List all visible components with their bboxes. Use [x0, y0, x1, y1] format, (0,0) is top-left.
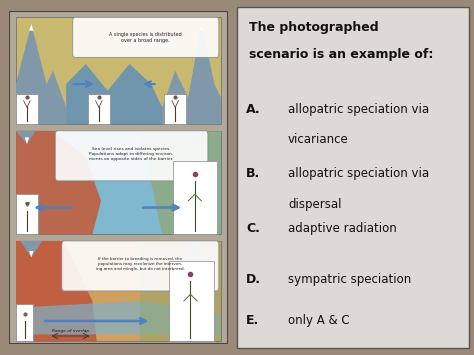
- Polygon shape: [25, 137, 29, 144]
- FancyBboxPatch shape: [16, 194, 38, 234]
- Text: Range of overlap: Range of overlap: [52, 329, 89, 333]
- Polygon shape: [184, 241, 206, 258]
- Polygon shape: [199, 24, 203, 31]
- Text: D.: D.: [246, 273, 261, 286]
- Text: A.: A.: [246, 103, 261, 115]
- Polygon shape: [140, 131, 221, 234]
- FancyBboxPatch shape: [16, 304, 34, 341]
- Text: allopatric speciation via: allopatric speciation via: [288, 167, 429, 180]
- Text: The photographed: The photographed: [248, 21, 378, 34]
- FancyBboxPatch shape: [16, 94, 38, 124]
- Polygon shape: [20, 241, 42, 258]
- Text: A single species is distributed
over a broad range.: A single species is distributed over a b…: [109, 32, 182, 43]
- Text: adaptive radiation: adaptive radiation: [288, 222, 397, 235]
- FancyBboxPatch shape: [169, 261, 214, 341]
- Polygon shape: [66, 64, 162, 124]
- Text: only A & C: only A & C: [288, 314, 350, 327]
- Text: sympatric speciation: sympatric speciation: [288, 273, 411, 286]
- Text: dispersal: dispersal: [288, 198, 342, 211]
- FancyBboxPatch shape: [173, 161, 217, 234]
- Text: vicariance: vicariance: [288, 133, 349, 146]
- FancyBboxPatch shape: [16, 131, 221, 234]
- FancyBboxPatch shape: [164, 94, 186, 124]
- Polygon shape: [16, 301, 221, 334]
- Polygon shape: [16, 131, 101, 234]
- FancyBboxPatch shape: [16, 17, 221, 124]
- Polygon shape: [162, 24, 221, 124]
- Polygon shape: [140, 241, 221, 341]
- FancyBboxPatch shape: [62, 241, 219, 291]
- Polygon shape: [188, 131, 206, 147]
- Text: allopatric speciation via: allopatric speciation via: [288, 103, 429, 115]
- Polygon shape: [16, 131, 36, 144]
- FancyBboxPatch shape: [9, 11, 228, 344]
- FancyBboxPatch shape: [55, 131, 208, 181]
- FancyBboxPatch shape: [16, 241, 221, 341]
- Text: C.: C.: [246, 222, 260, 235]
- Polygon shape: [29, 251, 34, 258]
- FancyBboxPatch shape: [88, 94, 110, 124]
- Text: E.: E.: [246, 314, 260, 327]
- Polygon shape: [29, 24, 34, 31]
- Text: scenario is an example of:: scenario is an example of:: [248, 48, 433, 61]
- Text: Sea level rises and isolates species.
Populations adapt to differing environ-
me: Sea level rises and isolates species. Po…: [90, 147, 174, 161]
- Polygon shape: [16, 241, 97, 341]
- FancyBboxPatch shape: [73, 17, 219, 58]
- Polygon shape: [16, 24, 66, 124]
- Text: If the barrier to breeding is removed, the
populations may recolonize the interv: If the barrier to breeding is removed, t…: [96, 257, 185, 271]
- Text: B.: B.: [246, 167, 261, 180]
- FancyBboxPatch shape: [237, 7, 469, 348]
